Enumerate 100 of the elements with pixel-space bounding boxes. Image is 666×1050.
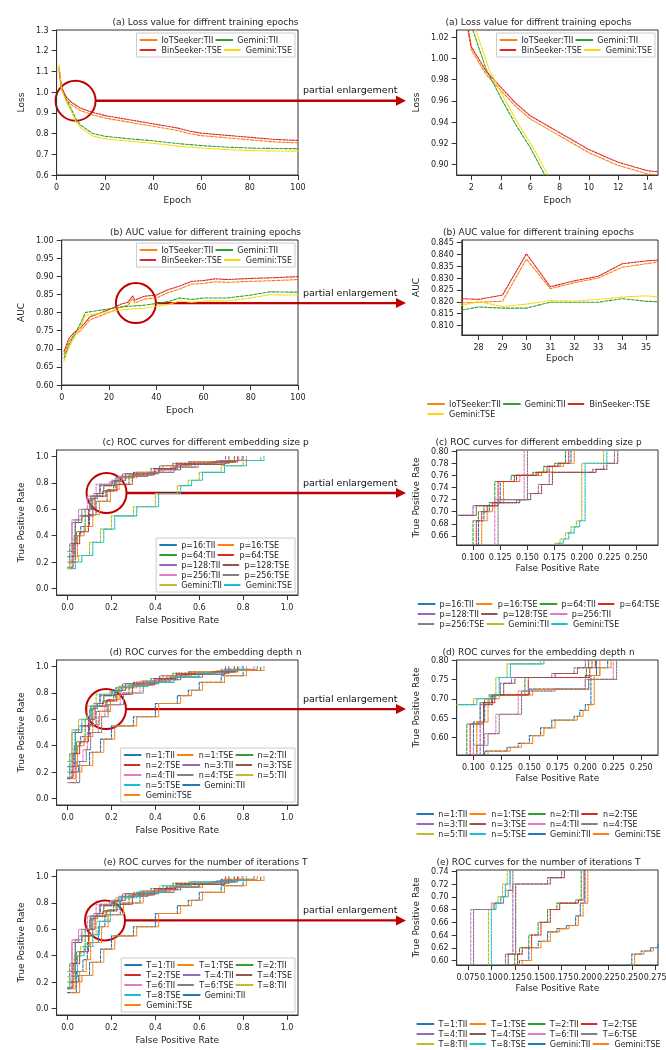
y-axis-title: AUC — [410, 277, 421, 298]
y-tick-label: 0.7 — [35, 149, 49, 159]
x-axis-title: False Positive Rate — [515, 562, 600, 573]
y-tick-label: 0.6 — [35, 714, 49, 724]
x-tick-label: 0.6 — [192, 812, 206, 822]
legend-label: n=3:TII — [438, 819, 468, 829]
x-tick-label: 0.2 — [105, 1022, 118, 1032]
x-tick-label: 12 — [613, 182, 624, 192]
legend-label: n=2:TII — [549, 809, 580, 819]
legend-label: Gemini:TII — [204, 990, 246, 1000]
legend-label: T=6:TSE — [198, 980, 234, 990]
y-tick-label: 0.90 — [430, 159, 449, 169]
legend-label: n=5:TSE — [145, 780, 181, 790]
x-tick-label: 0.4 — [149, 602, 162, 612]
legend-label: BinSeeker-:TSE — [521, 45, 582, 55]
x-tick-label: 4 — [498, 182, 504, 192]
x-tick-label: 28 — [473, 342, 484, 352]
x-tick-label: 100 — [290, 182, 306, 192]
x-tick-label: 100 — [290, 392, 306, 402]
text: partial enlargement — [303, 903, 398, 915]
legend-label: n=1:TSE — [198, 750, 234, 760]
y-tick-label: 0.825 — [430, 285, 454, 295]
legend-label: p=128:TII — [181, 560, 221, 570]
legend-label: p=64:TSE — [239, 550, 280, 560]
x-axis-title: Epoch — [166, 405, 194, 416]
y-tick-label: 0.6 — [35, 504, 49, 514]
chart-title: (c) ROC curves for different embedding size p — [435, 436, 642, 447]
x-tick-label: 0.125 — [503, 972, 527, 982]
legend-label: T=8:TII — [256, 980, 287, 990]
chart-title: (e) ROC curves for the number of iterations T — [103, 856, 309, 867]
legend-label: n=4:TII — [549, 819, 580, 829]
legend-label: T=1:TSE — [198, 960, 234, 970]
y-tick-label: 0.72 — [430, 879, 449, 889]
y-tick-label: 0.62 — [430, 943, 449, 953]
legend-label: p=256:TSE — [439, 619, 485, 629]
x-tick-label: 31 — [545, 342, 556, 352]
y-tick-label: 1.0 — [35, 452, 49, 462]
legend-label: Gemini:TII — [549, 829, 591, 839]
legend-label: Gemini:TSE — [245, 45, 293, 55]
legend-label: n=5:TII — [257, 770, 287, 780]
y-axis-title: True Positive Rate — [15, 901, 26, 984]
y-tick-label: 0.96 — [430, 96, 449, 106]
legend-label: n=5:TSE — [491, 829, 526, 839]
x-tick-label: 0.225 — [597, 552, 621, 562]
x-tick-label: 0.0 — [61, 602, 74, 612]
y-axis-title: Loss — [410, 92, 421, 113]
x-tick-label: 0.175 — [550, 972, 574, 982]
legend-label: BinSeeker-:TSE — [589, 399, 650, 409]
y-tick-label: 0.8 — [35, 129, 49, 139]
x-axis-title: False Positive Rate — [135, 615, 220, 626]
legend-label: T=2:TSE — [601, 1019, 638, 1029]
legend-label: p=64:TII — [561, 599, 596, 609]
y-axis-title: True Positive Rate — [15, 481, 26, 564]
legend-label: p=16:TII — [439, 599, 474, 609]
legend-label: n=3:TII — [204, 760, 234, 770]
x-tick-label: 1.0 — [280, 812, 294, 822]
x-tick-label: 60 — [196, 182, 207, 192]
y-tick-label: 1.02 — [430, 32, 449, 42]
x-tick-label: 14 — [642, 182, 653, 192]
x-tick-label: 40 — [148, 182, 159, 192]
y-tick-label: 1.0 — [35, 87, 49, 97]
y-tick-label: 0.94 — [430, 117, 449, 127]
x-axis-title: False Positive Rate — [135, 1035, 220, 1046]
x-tick-label: 0.100 — [461, 552, 485, 562]
legend-label: p=256:TII — [571, 609, 612, 619]
legend-label: T=1:TII — [145, 960, 176, 970]
y-tick-label: 0.72 — [430, 495, 449, 505]
x-axis-title: False Positive Rate — [515, 982, 600, 993]
y-tick-label: 0.64 — [430, 930, 449, 940]
text: partial enlargement — [303, 286, 398, 298]
x-tick-label: 80 — [244, 182, 255, 192]
x-tick-label: 0.4 — [149, 812, 162, 822]
legend-label: n=2:TSE — [603, 809, 638, 819]
x-tick-label: 1.0 — [280, 1022, 294, 1032]
y-tick-label: 0.65 — [35, 362, 54, 372]
chart-title: (d) ROC curves for the embedding depth n — [109, 646, 302, 657]
legend-label: T=4:TSE — [490, 1029, 526, 1039]
legend-label: n=1:TII — [145, 750, 175, 760]
y-axis-title: AUC — [15, 302, 26, 323]
y-tick-label: 0.70 — [430, 507, 449, 517]
y-tick-label: 0.95 — [35, 253, 54, 263]
y-tick-label: 0.74 — [430, 866, 449, 876]
x-tick-label: 1.0 — [280, 602, 294, 612]
legend-label: p=128:TSE — [244, 560, 290, 570]
x-tick-label: 0.250 — [629, 762, 653, 772]
legend-label: Gemini:TSE — [245, 580, 293, 590]
y-tick-label: 0.9 — [35, 108, 49, 118]
x-tick-label: 20 — [103, 392, 115, 402]
x-axis-title: Epoch — [543, 195, 572, 206]
x-tick-label: 0.2 — [105, 812, 118, 822]
legend-label: T=6:TSE — [601, 1029, 638, 1039]
x-tick-label: 0.8 — [236, 602, 250, 612]
y-axis-title: True Positive Rate — [15, 691, 26, 774]
x-tick-label: 0 — [54, 182, 60, 192]
legend-label: BinSeeker-:TSE — [161, 255, 222, 265]
legend-label: T=4:TSE — [256, 970, 293, 980]
x-tick-label: 0.225 — [596, 972, 620, 982]
legend-label: Gemini:TSE — [614, 829, 661, 839]
y-tick-label: 0.68 — [430, 905, 449, 915]
legend-label: T=4:TII — [437, 1029, 468, 1039]
